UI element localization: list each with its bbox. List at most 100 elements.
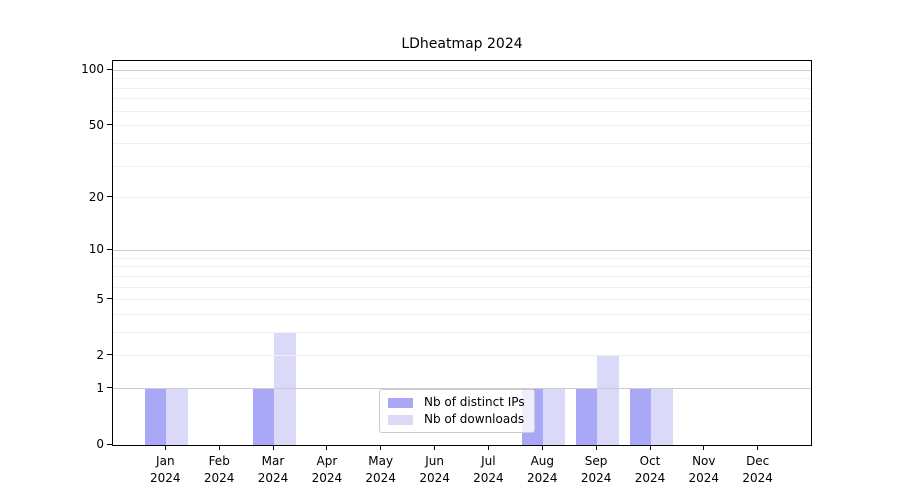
x-tick-label: Mar 2024 — [241, 453, 305, 487]
x-tick-month: Sep — [584, 454, 608, 468]
x-tick-mark — [434, 445, 436, 450]
bar-distinct-ips-jan — [144, 388, 167, 445]
legend-swatch — [388, 397, 413, 408]
x-tick-year: 2024 — [311, 471, 343, 485]
x-tick-label: Sep 2024 — [564, 453, 628, 487]
x-tick-month: Mar — [261, 454, 285, 468]
gridline-minor — [113, 165, 811, 167]
gridline-minor — [113, 313, 811, 315]
x-tick-year: 2024 — [688, 471, 720, 485]
x-tick-mark — [757, 445, 759, 450]
bar-distinct-ips-sep — [575, 388, 598, 445]
y-tick-label: 100 — [81, 62, 104, 77]
bar-distinct-ips-mar — [252, 388, 274, 445]
x-tick-year: 2024 — [742, 471, 773, 485]
x-tick-mark — [218, 445, 220, 450]
gridline-minor — [113, 78, 811, 80]
x-tick-year: 2024 — [580, 471, 612, 485]
legend-swatch — [388, 414, 413, 425]
x-tick-mark — [164, 445, 166, 450]
x-tick-label: Oct 2024 — [618, 453, 682, 487]
bar-downloads-mar — [274, 332, 296, 445]
gridline-minor — [113, 143, 811, 144]
x-tick-year: 2024 — [203, 471, 235, 485]
y-tick-label: 2 — [96, 347, 104, 362]
x-tick-mark — [487, 445, 489, 450]
x-tick-year: 2024 — [527, 471, 558, 485]
legend-item: Nb of downloads — [388, 413, 525, 426]
y-tick-mark — [107, 354, 112, 356]
legend-item: Nb of distinct IPs — [388, 396, 525, 409]
x-tick-label: Dec 2024 — [726, 453, 790, 487]
x-tick-mark — [380, 445, 382, 450]
x-tick-label: Aug 2024 — [510, 453, 574, 487]
x-tick-month: Jun — [425, 454, 444, 468]
x-tick-month: Feb — [208, 454, 230, 468]
gridline-minor — [113, 98, 811, 100]
gridline-minor — [113, 197, 811, 199]
gridline-minor — [113, 286, 811, 288]
x-tick-year: 2024 — [365, 471, 396, 485]
x-tick-label: Apr 2024 — [295, 453, 359, 487]
y-tick-label: 1 — [96, 380, 104, 395]
gridline-minor — [113, 266, 811, 268]
y-tick-label: 20 — [88, 189, 104, 204]
bar-downloads-jan — [166, 388, 188, 445]
x-tick-mark — [703, 445, 705, 450]
y-tick-mark — [107, 443, 112, 445]
gridline-minor — [113, 125, 811, 127]
gridline-minor — [113, 355, 811, 357]
gridline-minor — [113, 275, 811, 277]
x-tick-month: Apr — [316, 454, 338, 468]
y-tick-mark — [107, 68, 112, 70]
bar-downloads-sep — [597, 355, 619, 445]
x-tick-month: Oct — [639, 454, 661, 468]
x-tick-year: 2024 — [419, 471, 450, 485]
x-tick-label: May 2024 — [349, 453, 413, 487]
x-tick-label: Jun 2024 — [403, 453, 467, 487]
x-tick-label: Jul 2024 — [456, 453, 520, 487]
bar-distinct-ips-oct — [629, 388, 651, 445]
x-tick-label: Nov 2024 — [672, 453, 736, 487]
y-tick-label: 5 — [96, 291, 104, 306]
x-tick-year: 2024 — [257, 471, 289, 485]
x-tick-month: May — [368, 454, 394, 468]
x-tick-month: Jul — [481, 454, 496, 468]
gridline-minor — [113, 110, 811, 112]
x-tick-label: Jan 2024 — [133, 453, 197, 487]
gridline-minor — [113, 299, 811, 300]
y-tick-mark — [107, 387, 112, 389]
x-tick-mark — [649, 445, 651, 450]
x-tick-mark — [541, 445, 543, 450]
gridline-minor — [113, 87, 811, 89]
x-tick-mark — [326, 445, 328, 450]
gridline-minor — [113, 257, 811, 259]
legend-label: Nb of downloads — [424, 412, 525, 426]
y-tick-mark — [107, 124, 112, 126]
y-tick-mark — [107, 196, 112, 198]
x-tick-year: 2024 — [473, 471, 504, 485]
gridline-major — [113, 69, 811, 71]
x-tick-month: Jan — [156, 454, 175, 468]
bar-downloads-aug — [543, 388, 565, 445]
x-tick-month: Aug — [530, 454, 555, 468]
x-tick-month: Dec — [746, 454, 770, 468]
chart-title: LDheatmap 2024 — [401, 36, 523, 52]
y-tick-label: 10 — [88, 242, 104, 257]
plot-area: Nb of distinct IPs Nb of downloads — [112, 60, 812, 446]
x-tick-mark — [272, 445, 274, 450]
y-tick-mark — [107, 248, 112, 250]
x-tick-year: 2024 — [634, 471, 666, 485]
y-tick-label: 50 — [88, 117, 104, 132]
bar-downloads-oct — [651, 388, 673, 445]
legend: Nb of distinct IPs Nb of downloads — [379, 389, 535, 433]
gridline-minor — [113, 331, 811, 333]
legend-label: Nb of distinct IPs — [424, 395, 525, 409]
x-tick-mark — [595, 445, 597, 450]
gridline-major — [113, 249, 811, 251]
x-tick-year: 2024 — [150, 471, 181, 485]
y-tick-label: 0 — [96, 437, 104, 451]
x-tick-label: Feb 2024 — [187, 453, 251, 487]
y-tick-mark — [107, 298, 112, 299]
